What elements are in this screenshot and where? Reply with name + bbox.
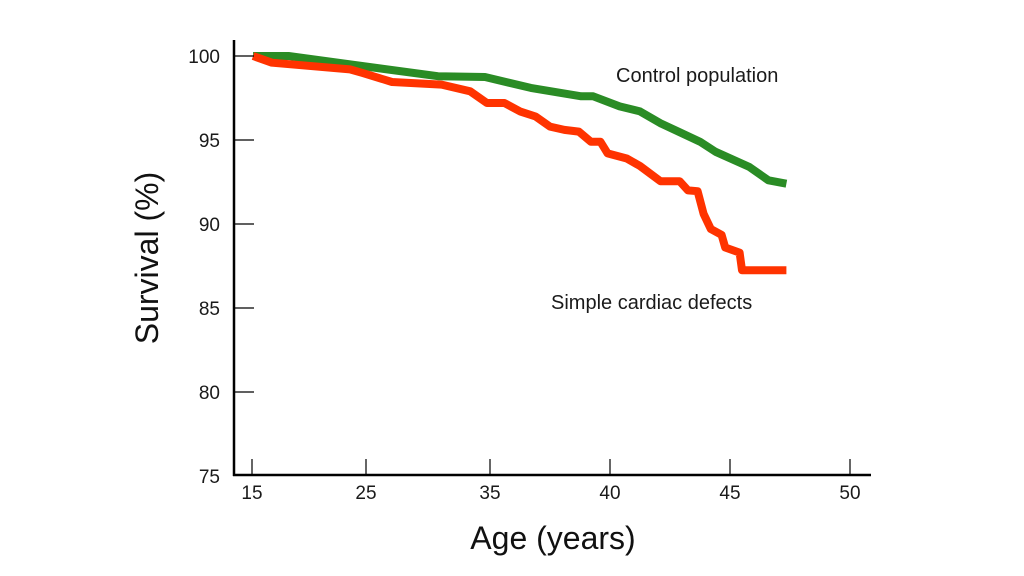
series-line-simple-cardiac-defects — [251, 52, 787, 275]
x-tick-label: 25 — [355, 483, 376, 504]
x-tick-label: 15 — [241, 483, 262, 504]
y-ticks: 75 80 85 90 95 100 — [188, 47, 254, 488]
label-control-population: Control population — [616, 65, 778, 87]
x-tick-label: 50 — [839, 483, 860, 504]
y-tick-label: 100 — [188, 47, 220, 68]
x-tick-label: 35 — [479, 483, 500, 504]
y-tick-label: 75 — [199, 467, 220, 488]
x-tick-label: 40 — [599, 483, 620, 504]
y-tick-label: 95 — [199, 131, 220, 152]
y-tick-label: 85 — [199, 299, 220, 320]
series-line-control-population — [253, 52, 788, 188]
y-axis-title: Survival (%) — [129, 172, 165, 344]
x-ticks: 15 25 35 40 45 50 — [241, 459, 861, 504]
y-tick-label: 90 — [199, 215, 220, 236]
x-tick-label: 45 — [719, 483, 740, 504]
y-tick-label: 80 — [199, 383, 220, 404]
x-axis-title: Age (years) — [470, 520, 635, 556]
label-simple-cardiac-defects: Simple cardiac defects — [551, 292, 752, 314]
series-layer — [251, 52, 788, 275]
